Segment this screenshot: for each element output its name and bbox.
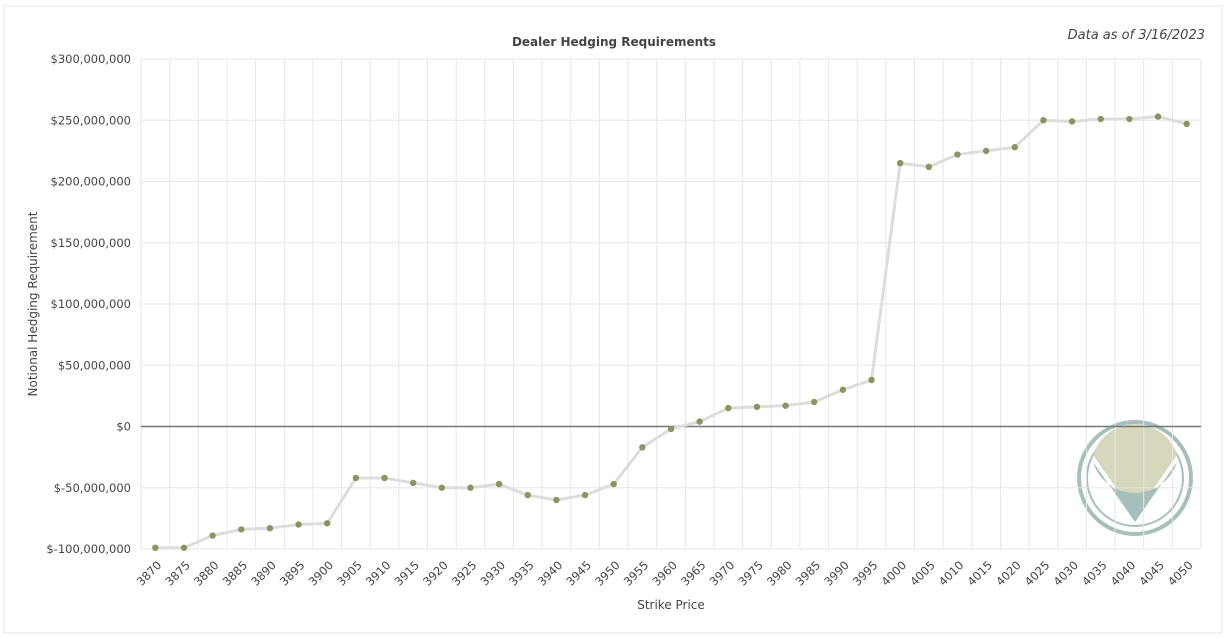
data-point (610, 480, 617, 488)
data-point (811, 398, 818, 406)
annotation: Data as of 3/16/2023 (1068, 28, 1205, 43)
y-tick-label: $100,000,000 (51, 297, 131, 311)
data-point (467, 484, 474, 491)
data-point (667, 425, 675, 433)
data-point (581, 491, 589, 499)
y-tick-label: $200,000,000 (51, 175, 131, 189)
data-point (238, 526, 245, 533)
data-point (1154, 113, 1162, 120)
data-point (1126, 115, 1133, 123)
y-tick-label: $0 (116, 420, 131, 434)
chart-frame (3, 5, 1223, 634)
data-point (409, 479, 417, 487)
logo (1077, 420, 1193, 536)
data-point (1011, 144, 1018, 151)
data-point (524, 491, 531, 499)
data-point (180, 544, 188, 551)
data-point (352, 474, 360, 482)
y-tick-label: $150,000,000 (51, 236, 131, 250)
data-point (495, 480, 503, 488)
data-point (438, 484, 446, 491)
data-point (295, 521, 302, 528)
data-point (381, 474, 388, 482)
data-point (1068, 118, 1076, 125)
chart-title: Dealer Hedging Requirements (512, 35, 716, 49)
data-point (868, 376, 875, 384)
data-point (725, 404, 732, 412)
data-point (553, 496, 560, 504)
data-point (1183, 120, 1190, 128)
y-tick-label: $50,000,000 (58, 358, 131, 372)
data-point (209, 532, 216, 539)
data-point (152, 544, 159, 551)
y-tick-label: $-100,000,000 (46, 542, 131, 556)
data-point (696, 418, 703, 425)
data-point (266, 524, 274, 532)
data-point (839, 386, 847, 393)
y-tick-label: $250,000,000 (51, 113, 131, 127)
data-point (982, 147, 990, 155)
data-point (639, 444, 646, 451)
y-tick-label: $300,000,000 (51, 52, 131, 66)
x-axis-label: Strike Price (637, 598, 705, 612)
data-point (925, 163, 933, 170)
y-tick-label: $-50,000,000 (54, 481, 131, 495)
data-point (324, 520, 331, 527)
data-point (753, 403, 761, 411)
data-point (1040, 117, 1047, 124)
data-point (1097, 115, 1104, 123)
data-point (782, 402, 789, 409)
y-axis-label: Notional Hedging Requirement (26, 211, 40, 396)
data-point (954, 151, 961, 158)
data-point (896, 159, 904, 167)
